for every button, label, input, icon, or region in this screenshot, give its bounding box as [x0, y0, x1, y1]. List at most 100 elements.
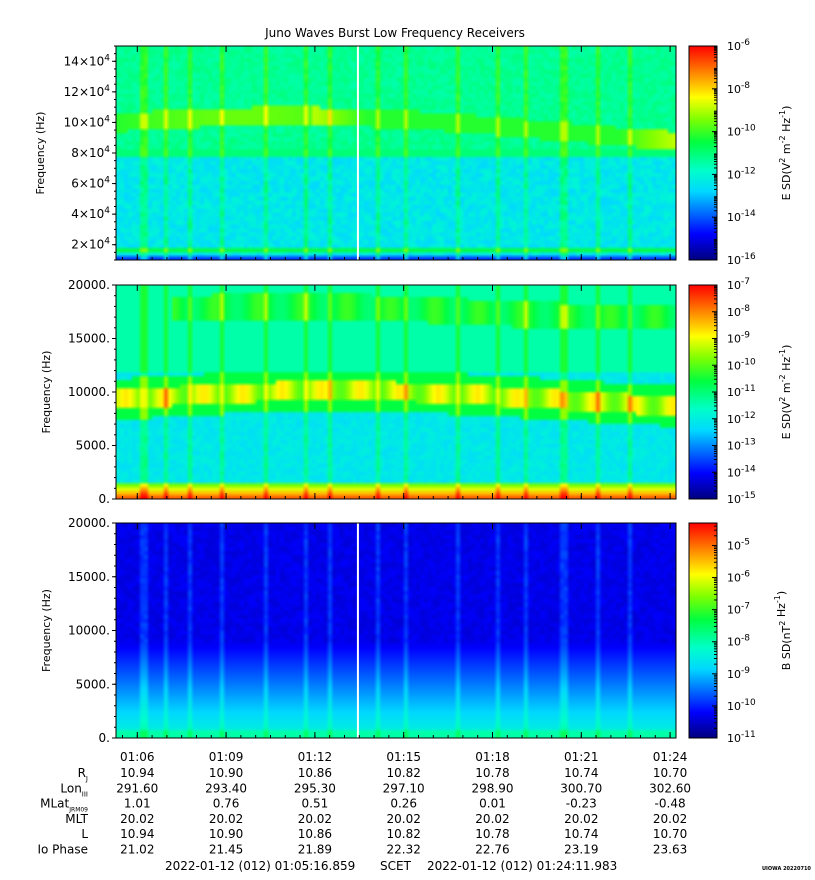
ephemeris-value: 10.70 — [653, 827, 687, 841]
colorbar-tick-label: 10-8 — [727, 81, 750, 96]
colorbar-label: E SD(V2 m-2 Hz-1) — [778, 106, 793, 201]
footer-end-time: 2022-01-12 (012) 01:24:11.983 — [427, 859, 617, 873]
ephemeris-value: 20.02 — [387, 812, 421, 826]
spectrogram-panel-1: 2×104 4×104 6×104 8×104 10×104 12×104 14×104 Fr… — [34, 38, 793, 267]
y-tick-label: 5000. — [76, 439, 110, 453]
ephemeris-value: 20.02 — [564, 812, 598, 826]
spectrogram-image-3 — [116, 523, 676, 738]
ephemeris-value: 10.74 — [564, 827, 598, 841]
ephemeris-value: 23.63 — [653, 843, 687, 857]
ephemeris-value: 20.02 — [298, 812, 332, 826]
colorbar-tick-label: 10-7 — [727, 277, 750, 292]
ephemeris-value: 297.10 — [383, 781, 425, 795]
colorbar-tick-label: 10-10 — [727, 124, 756, 139]
ephemeris-value: 298.90 — [471, 781, 513, 795]
ephemeris-value: 23.19 — [564, 843, 598, 857]
colorbar-tick-label: 10-6 — [727, 38, 750, 53]
colorbar-tick-label: 10-6 — [727, 570, 750, 585]
chart-title: Juno Waves Burst Low Frequency Receivers — [264, 26, 525, 40]
ephemeris-value: 10.94 — [120, 827, 154, 841]
spectrogram-panel-3: 0. 5000. 10000. 15000. 20000. Frequency (Hz) 1… — [40, 516, 793, 745]
y-tick-label: 14×104 — [64, 53, 111, 68]
colorbar-tick-label: 10-8 — [727, 634, 750, 649]
y-tick-label: 10000. — [68, 624, 110, 638]
colorbar-tick-label: 10-15 — [727, 491, 756, 506]
colorbar-tick-label: 10-5 — [727, 537, 750, 552]
colorbar-tick-label: 10-10 — [727, 357, 756, 372]
ephemeris-row-label: Io Phase — [37, 843, 88, 857]
y-tick-label: 20000. — [68, 516, 110, 530]
ephemeris-value: 10.70 — [653, 766, 687, 780]
y-tick-label: 4×104 — [71, 206, 110, 221]
ephemeris-value: 20.02 — [653, 812, 687, 826]
ephemeris-value: 295.30 — [294, 781, 336, 795]
x-tick-label: 01:21 — [564, 750, 599, 764]
ephemeris-value: 0.01 — [479, 797, 506, 811]
ephemeris-value: 0.76 — [213, 797, 240, 811]
ephemeris-value: 291.60 — [116, 781, 158, 795]
ephemeris-value: 22.76 — [475, 843, 509, 857]
ephemeris-value: 10.86 — [298, 766, 332, 780]
x-tick-label: 01:09 — [209, 750, 244, 764]
colorbar — [688, 45, 718, 261]
y-tick-label: 10000. — [68, 385, 110, 399]
colorbar-tick-label: 10-12 — [727, 411, 756, 426]
ephemeris-value: 21.89 — [298, 843, 332, 857]
ephemeris-value: 293.40 — [205, 781, 247, 795]
ephemeris-value: 10.90 — [209, 766, 243, 780]
ephemeris-value: 10.94 — [120, 766, 154, 780]
footer-scet-label: SCET — [380, 859, 412, 873]
x-tick-label: 01:12 — [298, 750, 333, 764]
spectrogram-panels: 2×104 4×104 6×104 8×104 10×104 12×104 14×104 Fr… — [34, 38, 793, 745]
ephemeris-row-label: LonIII — [60, 781, 88, 798]
ephemeris-value: 302.60 — [649, 781, 691, 795]
colorbar-tick-label: 10-12 — [727, 166, 756, 181]
y-tick-label: 15000. — [68, 332, 110, 346]
ephemeris-value: 300.70 — [560, 781, 602, 795]
ephemeris-value: 10.78 — [475, 766, 509, 780]
ephemeris-value: 10.74 — [564, 766, 598, 780]
colorbar-tick-label: 10-9 — [727, 331, 750, 346]
colorbar-tick-label: 10-11 — [727, 384, 756, 399]
y-tick-label: 8×104 — [71, 145, 110, 160]
ephemeris-value: 20.02 — [209, 812, 243, 826]
colorbar-tick-label: 10-10 — [727, 698, 756, 713]
colorbar-label: B SD(nT2 Hz-1) — [773, 591, 793, 670]
colorbar-label: E SD(V2 m-2 Hz-1) — [778, 345, 793, 440]
ephemeris-value: 22.32 — [387, 843, 421, 857]
y-axis-label: Frequency (Hz) — [40, 351, 53, 434]
colorbar-tick-label: 10-16 — [727, 252, 756, 267]
y-tick-label: 0. — [99, 731, 110, 745]
ephemeris-row-label: MLatJRM09 — [40, 797, 88, 814]
spectrogram-panel-2: 0. 5000. 10000. 15000. 20000. Frequency (Hz) 1… — [40, 277, 793, 506]
ephemeris-value: -0.23 — [566, 797, 597, 811]
ephemeris-value: 0.26 — [390, 797, 417, 811]
ephemeris-value: 21.02 — [120, 843, 154, 857]
y-axis-label: Frequency (Hz) — [34, 112, 47, 195]
credit-label: UIOWA 20220710 — [762, 866, 811, 872]
ephemeris-row-label: L — [81, 827, 88, 841]
colorbar-tick-label: 10-11 — [727, 730, 756, 745]
footer-start-time: 2022-01-12 (012) 01:05:16.859 — [165, 859, 355, 873]
colorbar-tick-label: 10-13 — [727, 438, 756, 453]
y-tick-label: 12×104 — [64, 84, 111, 99]
y-tick-label: 2×104 — [71, 237, 110, 252]
y-tick-label: 6×104 — [71, 176, 110, 191]
x-tick-label: 01:18 — [475, 750, 510, 764]
ephemeris-value: 0.51 — [302, 797, 329, 811]
y-tick-label: 5000. — [76, 677, 110, 691]
ephemeris-value: 10.82 — [387, 827, 421, 841]
y-tick-label: 0. — [99, 492, 110, 506]
y-axis-label: Frequency (Hz) — [40, 589, 53, 672]
spectrogram-image-2 — [116, 285, 676, 499]
colorbar-tick-label: 10-8 — [727, 304, 750, 319]
y-tick-label: 10×104 — [64, 114, 111, 129]
colorbar-tick-label: 10-9 — [727, 666, 750, 681]
ephemeris-value: 20.02 — [120, 812, 154, 826]
ephemeris-value: 10.90 — [209, 827, 243, 841]
ephemeris-value: 10.86 — [298, 827, 332, 841]
ephemeris-value: 10.82 — [387, 766, 421, 780]
spectrogram-image-1 — [116, 46, 676, 260]
colorbar-tick-label: 10-7 — [727, 602, 750, 617]
